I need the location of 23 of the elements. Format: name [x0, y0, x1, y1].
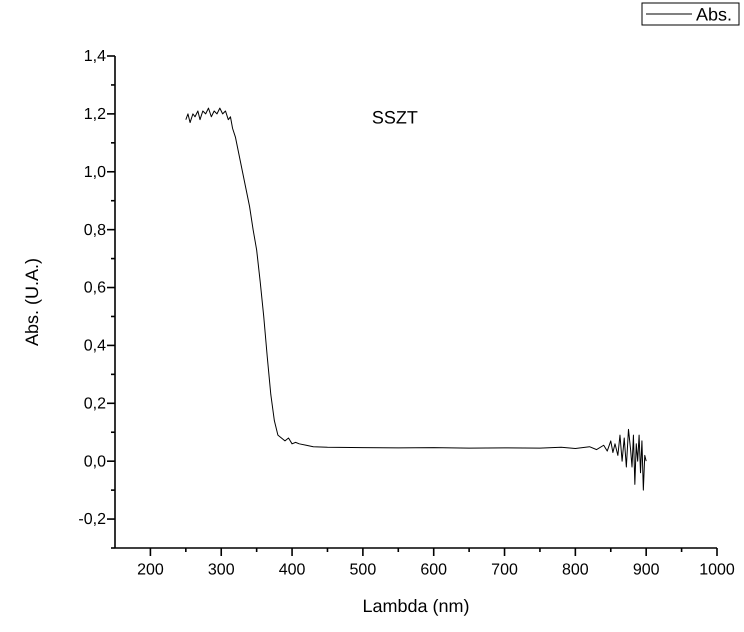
x-tick-label: 400	[278, 562, 306, 579]
x-tick-label: 500	[350, 562, 376, 579]
legend-label: Abs.	[696, 4, 732, 24]
x-axis-title: Lambda (nm)	[362, 596, 470, 616]
y-tick-label: 0,6	[84, 280, 106, 297]
x-tick-label: 600	[420, 562, 448, 579]
annotation: SSZT	[372, 107, 418, 128]
y-tick-label: 0,0	[84, 453, 106, 470]
y-axis-title: Abs. (U.A.)	[22, 258, 42, 346]
x-tick-label: 800	[562, 562, 589, 579]
y-tick-label: 1,2	[84, 106, 106, 123]
x-tick-label: 700	[491, 562, 518, 579]
x-tick-label: 300	[208, 562, 235, 579]
y-tick-label: 1,4	[84, 48, 106, 66]
y-tick-label: 0,8	[84, 222, 106, 239]
y-tick-label: 0,4	[84, 338, 106, 355]
y-tick-label: 0,2	[84, 395, 106, 412]
line-series	[185, 108, 647, 491]
y-tick-label: -0,2	[78, 511, 106, 528]
x-tick-label: 200	[137, 562, 164, 579]
y-tick-label: 1,0	[84, 164, 106, 181]
x-tick-label: 900	[632, 562, 660, 579]
x-tick-label: 1000	[699, 562, 735, 579]
